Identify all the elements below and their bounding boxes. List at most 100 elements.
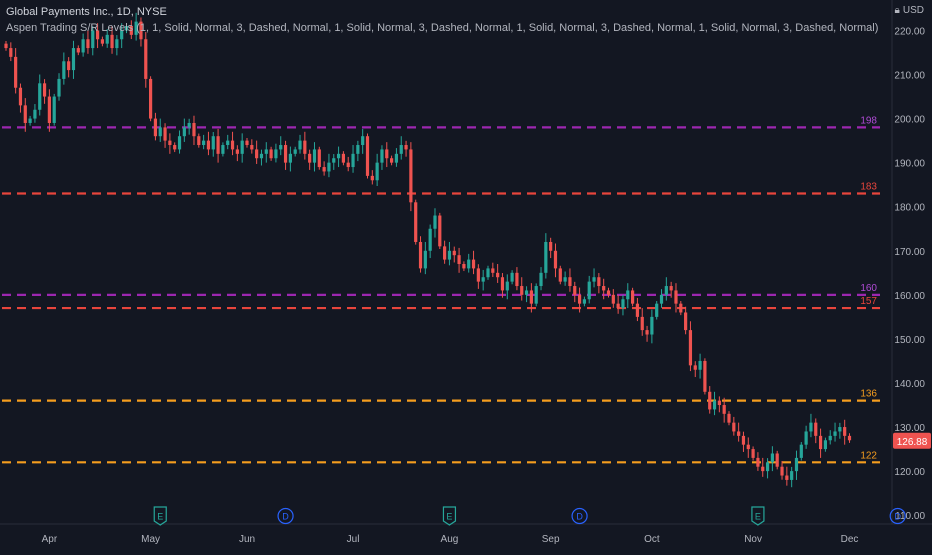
earnings-marker[interactable] — [153, 506, 167, 526]
candle-body — [129, 26, 133, 35]
candle-body — [640, 316, 644, 331]
candle-body — [780, 466, 784, 476]
candle-body — [115, 39, 119, 49]
event-marker-label: E — [157, 512, 163, 522]
candle-body — [635, 303, 640, 317]
last-price-tag — [893, 432, 931, 449]
candle-body — [259, 153, 264, 159]
candle-body — [110, 34, 114, 49]
candle-body — [394, 153, 399, 163]
candle-body — [814, 422, 818, 436]
candle-body — [327, 162, 331, 172]
candle-body — [520, 286, 524, 295]
candle-body — [153, 118, 158, 137]
candle-body — [741, 435, 746, 445]
candle-body — [823, 440, 827, 450]
candle-body — [414, 202, 418, 242]
sr-level-label: 136 — [860, 389, 877, 400]
candle-body — [558, 268, 562, 282]
event-marker-label: E — [755, 512, 761, 522]
candle-body — [698, 360, 702, 370]
candle-body — [139, 21, 143, 40]
candle-body — [399, 145, 403, 154]
candle-body — [828, 435, 832, 441]
candle-body — [375, 162, 379, 181]
candle-body — [486, 268, 490, 278]
candle-body — [312, 149, 317, 163]
dividend-marker[interactable] — [571, 507, 588, 525]
currency-selector[interactable]: 🔒︎ USD — [895, 5, 924, 16]
candle-body — [467, 259, 471, 269]
candle-body — [775, 453, 779, 467]
candle-body — [568, 277, 572, 287]
candle-body — [659, 294, 664, 304]
x-tick-label: Jun — [239, 534, 255, 545]
event-marker-label: E — [446, 512, 452, 522]
candle-body — [799, 444, 803, 458]
candle-body — [457, 255, 461, 264]
candle-body — [81, 39, 85, 53]
candle-body — [124, 26, 129, 31]
candle-body — [322, 167, 326, 172]
candle-body — [573, 286, 577, 295]
price-tags: 126.88 — [893, 432, 931, 449]
indicator-legend[interactable]: Aspen Trading S/R Levels (1, 1, Solid, N… — [6, 22, 879, 34]
candle-body — [168, 140, 172, 146]
sr-level-label: 122 — [860, 450, 877, 461]
event-marker-label: D — [894, 512, 901, 522]
candle-body — [264, 149, 268, 154]
candle-body — [684, 312, 688, 331]
candle-body — [597, 277, 601, 287]
candle-body — [33, 109, 37, 119]
candle-body — [144, 39, 148, 79]
candle-body — [91, 30, 95, 49]
candle-body — [230, 140, 235, 150]
candle-body — [274, 149, 278, 159]
dividend-marker[interactable] — [889, 507, 906, 525]
candle-body — [688, 330, 693, 366]
candle-body — [105, 34, 109, 44]
y-tick-label: 170.00 — [894, 247, 925, 258]
candle-body — [438, 215, 442, 247]
candle-body — [226, 140, 230, 146]
x-tick-label: Apr — [42, 534, 58, 545]
candle-body — [481, 277, 485, 282]
y-tick-label: 220.00 — [894, 26, 925, 37]
candle-body — [177, 136, 182, 150]
candle-body — [650, 316, 654, 335]
chart-title: Global Payments Inc., 1D, NYSE — [6, 6, 167, 18]
candle-body — [404, 145, 408, 150]
x-tick-label: Oct — [644, 534, 660, 545]
candle-body — [433, 215, 437, 229]
candle-body — [737, 431, 741, 436]
candle-body — [182, 127, 186, 137]
candle-body — [279, 145, 283, 150]
candle-body — [14, 56, 18, 88]
candle-body — [496, 272, 500, 278]
earnings-marker[interactable] — [751, 506, 765, 526]
candle-body — [616, 303, 620, 309]
candle-body — [679, 303, 683, 313]
candle-body — [23, 105, 27, 123]
currency-label: USD — [902, 5, 924, 16]
y-tick-label: 110.00 — [895, 511, 925, 522]
candle-body — [9, 48, 13, 57]
candle-body — [269, 149, 273, 159]
earnings-marker[interactable] — [442, 506, 457, 526]
candle-body — [192, 122, 196, 137]
candle-body — [317, 149, 321, 168]
candle-body — [42, 83, 47, 97]
event-marker-label: D — [282, 512, 289, 522]
dividend-marker[interactable] — [277, 507, 294, 525]
candle-body — [409, 149, 413, 203]
candle-body — [785, 475, 789, 480]
candle-body — [761, 466, 765, 472]
candle-body — [95, 30, 100, 40]
y-tick-label: 160.00 — [894, 291, 925, 302]
y-tick-label: 200.00 — [894, 115, 925, 126]
candle-body — [790, 471, 794, 480]
candle-body — [712, 400, 717, 410]
candle-body — [283, 145, 288, 163]
candle-body — [390, 158, 394, 163]
